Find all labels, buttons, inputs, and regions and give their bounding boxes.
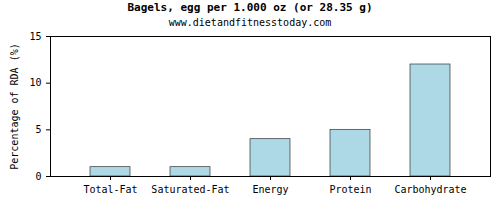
svg-text:Energy: Energy [252,184,288,195]
svg-text:Percentage of RDA (%): Percentage of RDA (%) [9,43,20,169]
svg-text:15: 15 [29,31,41,42]
svg-text:Carbohydrate: Carbohydrate [394,184,466,195]
html-text:www.dietandfitnesstoday.com: www.dietandfitnesstoday.com [168,17,332,28]
svg-text:Protein: Protein [329,184,371,195]
svg-text:Saturated-Fat: Saturated-Fat [151,184,229,195]
svg-text:0: 0 [35,171,41,182]
svg-text:5: 5 [35,124,41,135]
html-text:Bagels, egg per 1.000 oz (or 2: Bagels, egg per 1.000 oz (or 28.35 g) [127,1,373,14]
svg-text:Total-Fat: Total-Fat [83,184,137,195]
svg-text:10: 10 [29,77,41,88]
